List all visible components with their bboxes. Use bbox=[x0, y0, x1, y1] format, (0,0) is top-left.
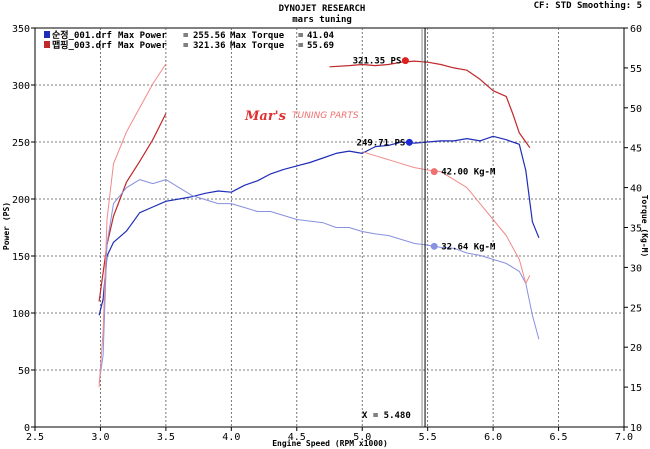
legend-file-mapped: 맵핑_003.drf bbox=[52, 39, 112, 51]
y-tick-label: 100 bbox=[12, 309, 30, 320]
y2-tick-label: 30 bbox=[630, 263, 642, 274]
y2-tick-label: 55 bbox=[630, 64, 642, 75]
y2-tick-label: 10 bbox=[630, 423, 642, 434]
y2-tick-label: 20 bbox=[630, 343, 642, 354]
legend-power-mapped: 321.36 bbox=[193, 41, 226, 51]
y-tick-label: 300 bbox=[12, 81, 30, 92]
series-line-4 bbox=[98, 63, 167, 388]
plot-frame bbox=[34, 27, 625, 428]
marker-dot-2 bbox=[430, 168, 438, 176]
legend-equals: = bbox=[298, 31, 304, 41]
legend-power-stock: 255.56 bbox=[193, 31, 226, 41]
x-tick-label: 6.0 bbox=[484, 432, 502, 443]
x-tick-label: 3.0 bbox=[91, 432, 109, 443]
chart-title: DYNOJET RESEARCH bbox=[279, 4, 366, 14]
legend-equals: = bbox=[298, 41, 304, 51]
marker-label-2: 42.00 Kg-M bbox=[441, 168, 496, 178]
x-tick-label: 7.0 bbox=[615, 432, 633, 443]
cursor-readout: X = 5.480 bbox=[362, 411, 411, 421]
y2-tick-label: 60 bbox=[630, 24, 642, 35]
series-line-5 bbox=[362, 151, 531, 284]
legend-torque-mapped: 55.69 bbox=[307, 41, 334, 51]
y-tick-label: 350 bbox=[12, 24, 30, 35]
y-tick-label: 0 bbox=[24, 423, 30, 434]
marker-label-0: 321.35 PS bbox=[353, 57, 402, 67]
legend-equals: = bbox=[183, 31, 189, 41]
grid-lines bbox=[34, 27, 625, 428]
y-tick-label: 50 bbox=[18, 366, 30, 377]
mars-logo: Mar's bbox=[244, 109, 287, 124]
x-tick-label: 2.5 bbox=[26, 432, 44, 443]
legend-torque-stock: 41.04 bbox=[307, 31, 335, 41]
logo-tagline: TUNING PARTS bbox=[292, 111, 359, 121]
y2-tick-label: 15 bbox=[630, 383, 642, 394]
axis-ticks: 2.5 3.0 3.5 4.0 4.5 5.0 5.5 6.0 6.5 7.0 0 50 100 150 2… bbox=[12, 24, 642, 443]
y2-tick-label: 25 bbox=[630, 303, 642, 314]
x-tick-label: 3.5 bbox=[157, 432, 175, 443]
y-tick-label: 250 bbox=[12, 138, 30, 149]
x-tick-label: 4.5 bbox=[288, 432, 306, 443]
status-text: CF: STD Smoothing: 5 bbox=[534, 0, 642, 11]
chart-subtitle: mars tuning bbox=[292, 14, 352, 25]
legend-power-label-mapped: Max Power bbox=[118, 41, 167, 51]
y2-tick-label: 45 bbox=[630, 144, 642, 155]
series-line-3 bbox=[98, 179, 540, 384]
series-line-0 bbox=[98, 135, 540, 316]
x-tick-label: 4.0 bbox=[222, 432, 240, 443]
legend-equals: = bbox=[183, 41, 189, 51]
legend-torque-label-stock: Max Torque bbox=[230, 31, 285, 41]
legend-swatch-mapped bbox=[44, 41, 50, 48]
y2-tick-label: 35 bbox=[630, 224, 642, 235]
legend-torque-label-mapped: Max Torque bbox=[230, 41, 285, 51]
y-axis-label: Power (PS) bbox=[2, 202, 11, 250]
y2-tick-label: 50 bbox=[630, 104, 642, 115]
marker-dot-0 bbox=[401, 57, 409, 65]
y2-tick-label: 40 bbox=[630, 184, 642, 195]
x-axis-label: Engine Speed (RPM x1000) bbox=[272, 438, 388, 448]
x-tick-label: 6.5 bbox=[550, 432, 568, 443]
legend-power-label-stock: Max Power bbox=[118, 31, 167, 41]
marker-dot-3 bbox=[430, 242, 438, 250]
marker-label-3: 32.64 Kg-M bbox=[441, 242, 496, 252]
marker-dot-1 bbox=[405, 138, 413, 146]
curves bbox=[98, 60, 540, 388]
peak-markers: 321.35 PS 249.71 PS 42.00 Kg-M 32.64 Kg-M bbox=[353, 57, 496, 253]
x-tick-label: 5.0 bbox=[353, 432, 371, 443]
x-tick-label: 5.5 bbox=[419, 432, 437, 443]
legend-file-stock: 순정_001.drf bbox=[52, 29, 112, 41]
y-tick-label: 200 bbox=[12, 195, 30, 206]
legend-swatch-stock bbox=[44, 31, 50, 38]
series-line-2 bbox=[329, 60, 531, 149]
y-tick-label: 150 bbox=[12, 252, 30, 263]
y2-axis-label: Torque (Kg-M) bbox=[640, 195, 649, 258]
marker-label-1: 249.71 PS bbox=[357, 138, 406, 148]
